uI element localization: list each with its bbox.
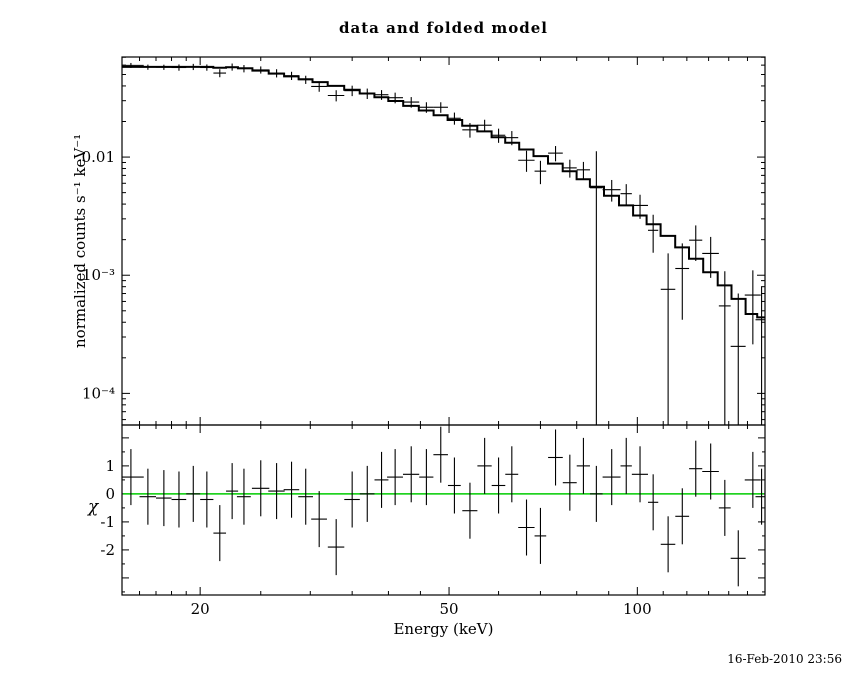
svg-text:50: 50 [439,600,458,618]
svg-text:10⁻⁴: 10⁻⁴ [82,384,115,402]
svg-text:0.01: 0.01 [82,148,115,166]
svg-text:20: 20 [191,600,210,618]
svg-text:1: 1 [105,457,115,475]
x-ticks [139,57,766,595]
y-axis-label-bottom: χ [88,497,99,517]
svg-text:10⁻³: 10⁻³ [82,266,115,284]
residual-points [122,426,765,587]
timestamp: 16-Feb-2010 23:56 [727,652,842,666]
svg-text:100: 100 [623,600,652,618]
y-ticks-top [122,56,765,421]
data-points [122,62,765,425]
bottom-panel-frame [121,424,766,596]
y-tick-labels-bottom: 1 0 -1 -2 [100,457,115,559]
model-line [122,65,765,319]
x-axis-label: Energy (keV) [393,620,494,638]
y-axis-label-top: normalized counts s⁻¹ keV⁻¹ [71,133,89,349]
chart-title: data and folded model [339,19,548,37]
y-tick-labels-top: 0.01 10⁻³ 10⁻⁴ [82,148,115,402]
x-tick-labels: 20 50 100 [191,600,652,618]
svg-text:-1: -1 [100,513,115,531]
svg-text:0: 0 [105,485,115,503]
svg-text:-2: -2 [100,541,115,559]
